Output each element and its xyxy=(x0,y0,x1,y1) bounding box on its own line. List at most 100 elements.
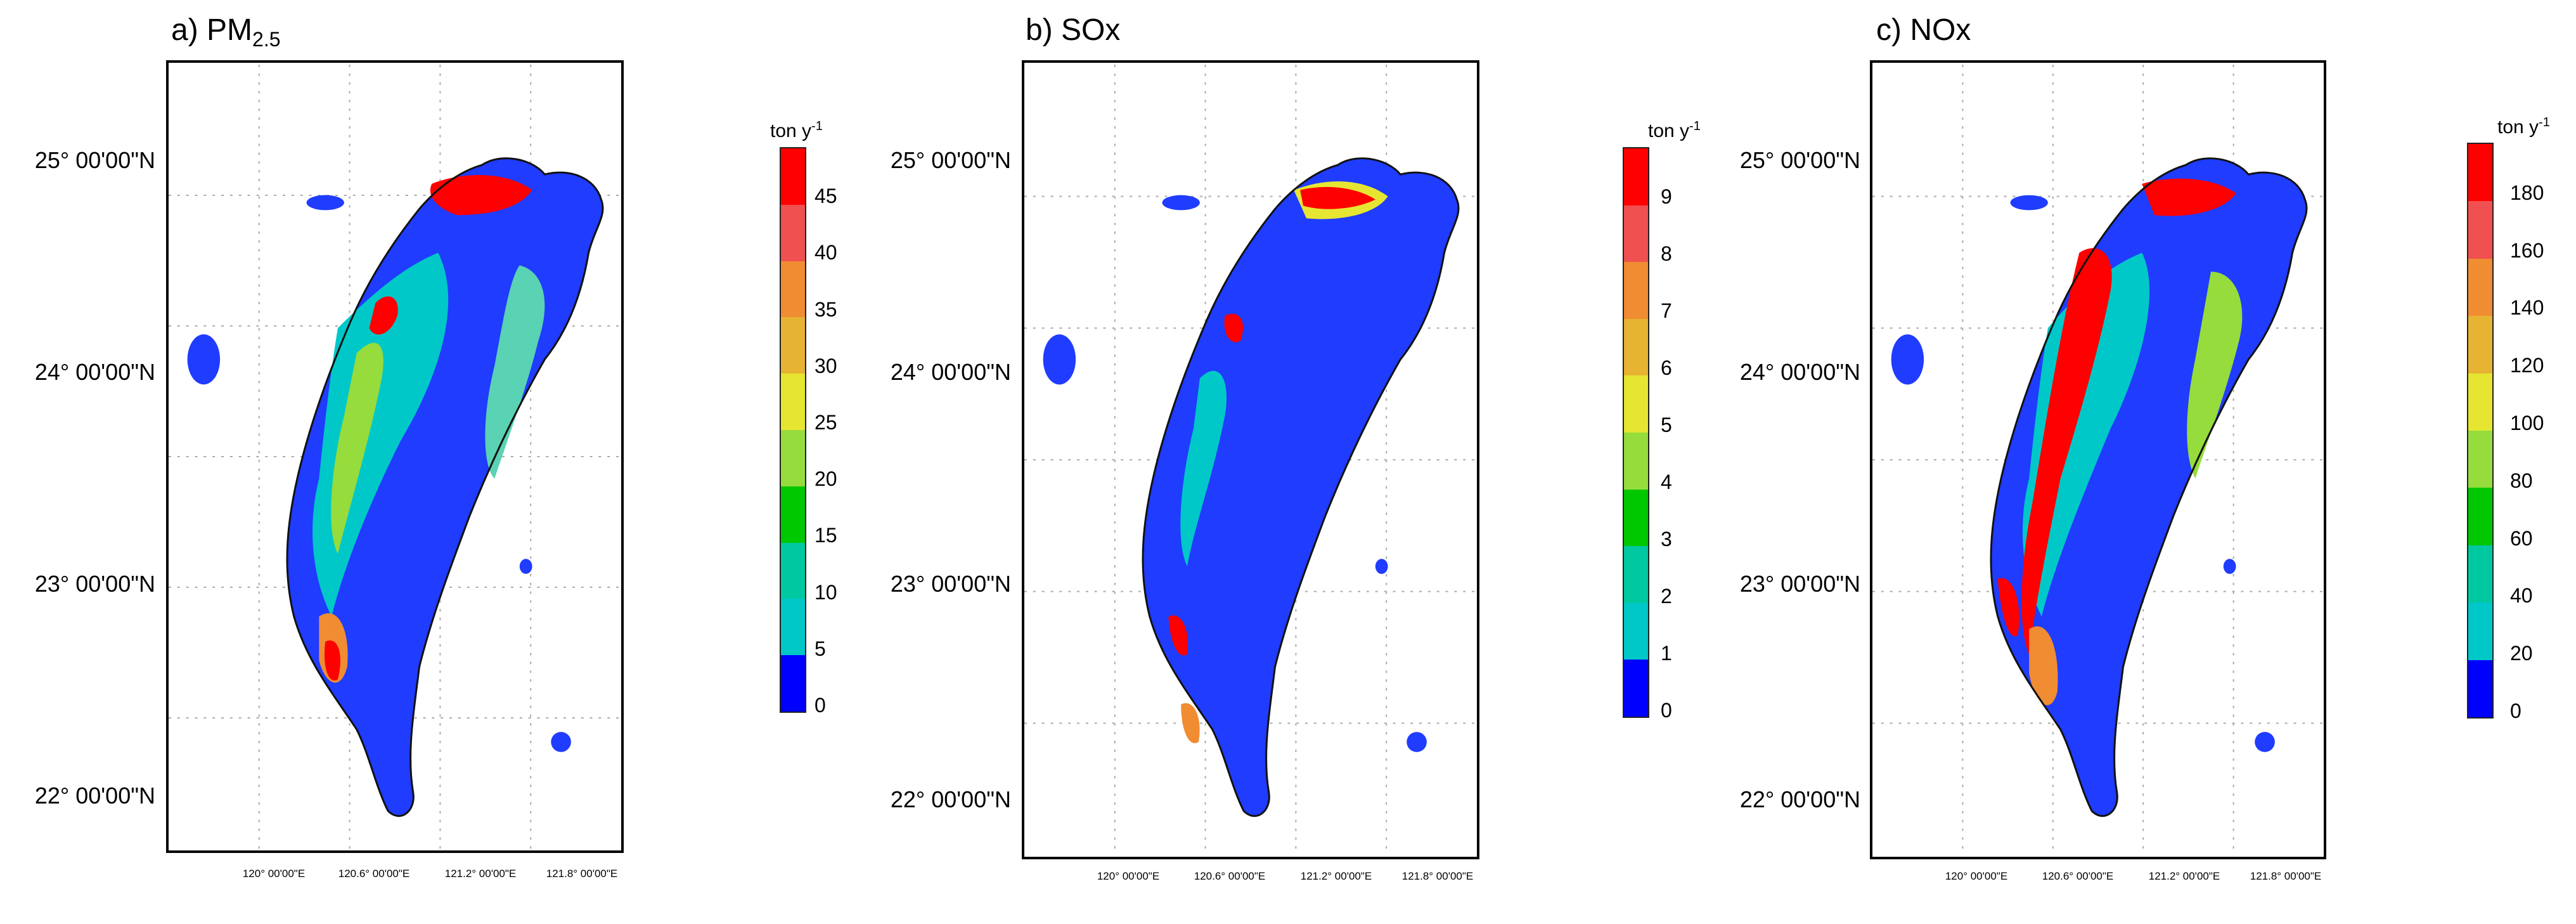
colorbar-tick-label: 6 xyxy=(1661,356,1672,379)
colorbar-segment xyxy=(781,317,805,374)
colorbar-segment xyxy=(2468,660,2492,718)
lat-label: 23° 00'00"N xyxy=(890,571,1011,597)
emission-region xyxy=(2187,271,2243,479)
colorbar-tick-label: 40 xyxy=(815,241,837,264)
emission-region xyxy=(1168,615,1188,656)
colorbar-tick-label: 1 xyxy=(1661,642,1672,665)
colorbar-tick-label: 60 xyxy=(2510,526,2533,550)
panel-title: a) PM2.5 xyxy=(171,13,281,51)
colorbar-tick-label: 9 xyxy=(1661,185,1672,208)
colorbar-segment xyxy=(1624,432,1648,490)
emission-region xyxy=(331,342,383,554)
lon-label: 121.8° 00'00"E xyxy=(2250,870,2322,882)
colorbar-segment xyxy=(781,655,805,712)
colorbar-segment xyxy=(781,261,805,318)
colorbar-segment xyxy=(2468,258,2492,316)
colorbar-segment xyxy=(781,374,805,430)
colorbar-segment xyxy=(2468,488,2492,545)
colorbar-segment xyxy=(2468,201,2492,259)
colorbar-tick-label: 5 xyxy=(1661,413,1672,436)
lat-label: 25° 00'00"N xyxy=(1739,147,1860,173)
colorbar-tick-label: 7 xyxy=(1661,299,1672,322)
lat-label: 24° 00'00"N xyxy=(890,359,1011,385)
colorbar-tick-label: 20 xyxy=(815,467,837,491)
colorbar-tick-label: 2 xyxy=(1661,585,1672,608)
map-frame-nox xyxy=(1870,60,2326,859)
lon-label: 120.6° 00'00"E xyxy=(1194,870,1266,882)
colorbar-tick-label: 160 xyxy=(2510,238,2544,262)
coastline xyxy=(286,157,604,817)
colorbar-tick-label: 80 xyxy=(2510,469,2533,492)
colorbar-segment xyxy=(1624,489,1648,547)
colorbar-tick-label: 0 xyxy=(815,694,826,717)
colorbar-tick-label: 4 xyxy=(1661,471,1672,493)
lon-label: 121.2° 00'00"E xyxy=(1300,870,1372,882)
lat-label: 24° 00'00"N xyxy=(1739,359,1860,385)
emission-region xyxy=(2022,252,2150,617)
colorbar-segment xyxy=(1624,660,1648,717)
lat-label: 23° 00'00"N xyxy=(34,571,155,597)
emission-region xyxy=(1997,578,2019,637)
panel-title: b) SOx xyxy=(1026,13,1121,47)
emission-region xyxy=(2021,248,2112,654)
emission-region xyxy=(1300,186,1375,209)
islet xyxy=(2255,732,2275,752)
coastline xyxy=(1990,157,2308,817)
colorbar-segment xyxy=(1624,546,1648,603)
colorbar-segment xyxy=(2468,144,2492,202)
colorbar-unit: ton y-1 xyxy=(770,119,823,141)
colorbar-tick-label: 30 xyxy=(815,354,837,377)
emission-region xyxy=(2029,626,2058,705)
colorbar-tick-label: 45 xyxy=(815,185,837,208)
lon-label: 120.6° 00'00"E xyxy=(338,868,410,880)
map-frame-sox xyxy=(1022,60,1479,859)
map-frame-pm25 xyxy=(166,60,624,853)
lon-label: 120.6° 00'00"E xyxy=(2042,870,2114,882)
island-base xyxy=(1143,158,1459,816)
emission-region xyxy=(430,175,532,216)
emission-map xyxy=(1872,65,2324,855)
colorbar-segment xyxy=(1624,148,1648,205)
lon-label: 120° 00'00"E xyxy=(242,868,306,880)
coastline xyxy=(1142,157,1460,817)
islet xyxy=(551,732,571,752)
islet xyxy=(1407,732,1427,752)
emission-region xyxy=(2142,178,2236,216)
colorbar-tick-label: 35 xyxy=(815,297,837,321)
lon-label: 121.2° 00'00"E xyxy=(2148,870,2220,882)
islet xyxy=(519,559,532,574)
colorbar-segment xyxy=(781,599,805,656)
lon-label: 120° 00'00"E xyxy=(1097,870,1160,882)
colorbar-segment xyxy=(1624,205,1648,263)
colorbar-tick-label: 40 xyxy=(2510,584,2533,608)
colorbar-segment xyxy=(1624,602,1648,660)
lon-label: 121.2° 00'00"E xyxy=(444,868,517,880)
colorbar-segment xyxy=(781,429,805,486)
colorbar-segment xyxy=(1624,262,1648,319)
emission-map xyxy=(169,64,621,849)
colorbar-segment xyxy=(781,204,805,261)
colorbar-segment xyxy=(2468,316,2492,374)
lat-label: 23° 00'00"N xyxy=(1739,571,1860,597)
colorbar-tick-label: 180 xyxy=(2510,181,2544,204)
colorbar-tick-label: 25 xyxy=(815,411,837,434)
lat-label: 24° 00'00"N xyxy=(34,359,155,385)
emission-region xyxy=(1224,313,1243,342)
lat-label: 25° 00'00"N xyxy=(890,147,1011,173)
colorbar-tick-label: 10 xyxy=(815,580,837,604)
colorbar-segment xyxy=(781,486,805,543)
islet xyxy=(1162,195,1200,211)
colorbar-pm25 xyxy=(780,147,806,713)
lat-label: 22° 00'00"N xyxy=(890,786,1011,812)
islet xyxy=(1891,334,1924,385)
islet xyxy=(1375,559,1388,574)
lon-label: 120° 00'00"E xyxy=(1945,870,2008,882)
colorbar-unit: ton y-1 xyxy=(1648,119,1701,141)
emission-region xyxy=(1181,703,1200,743)
colorbar-nox xyxy=(2467,143,2494,719)
lon-label: 121.8° 00'00"E xyxy=(1401,870,1474,882)
colorbar-tick-label: 20 xyxy=(2510,642,2533,665)
islet xyxy=(2223,559,2236,574)
emission-region xyxy=(1180,370,1227,567)
colorbar-tick-label: 15 xyxy=(815,524,837,547)
